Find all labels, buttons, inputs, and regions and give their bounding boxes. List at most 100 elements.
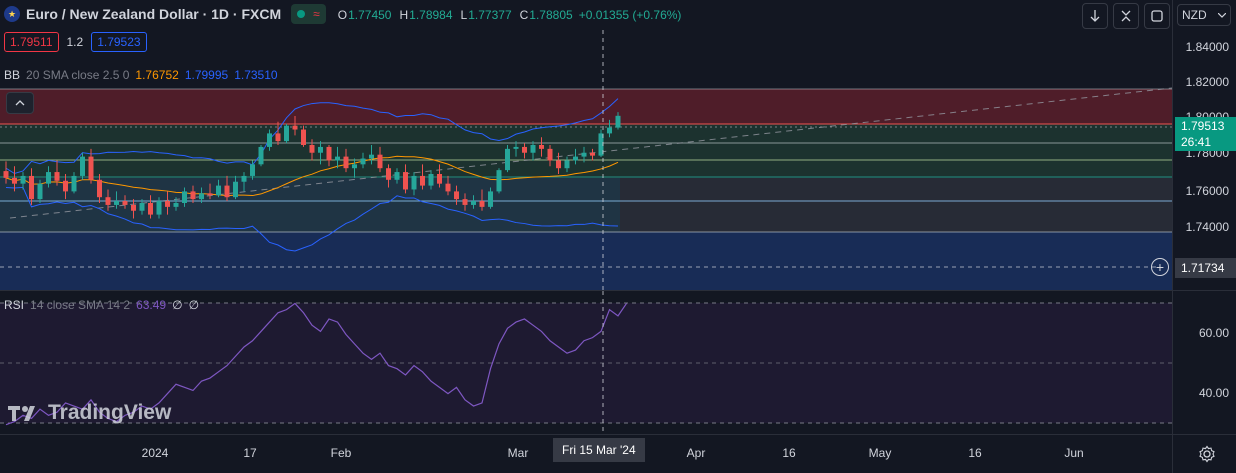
rsi-pane[interactable]: [0, 291, 1172, 434]
rsi-extra-2: ∅: [188, 298, 200, 312]
candle: [496, 168, 502, 194]
gear-icon[interactable]: [1198, 445, 1216, 463]
bb-upper-line: [5, 98, 619, 175]
rsi-value: 63.49: [136, 298, 167, 312]
candle: [241, 172, 247, 192]
ohlc-value: 1.77450: [348, 7, 392, 22]
bb-params: 20 SMA close 2.5 0: [26, 68, 130, 82]
candle: [105, 189, 111, 211]
bb-upper-value: 1.79995: [184, 68, 229, 82]
ohlc-value: 1.77377: [468, 7, 512, 22]
candle: [343, 148, 349, 173]
candle: [54, 160, 60, 186]
candle: [377, 146, 383, 173]
supply-zone-top: [0, 89, 1172, 124]
market-status-pill[interactable]: ≈: [291, 4, 326, 24]
buy-button[interactable]: 1.79523: [91, 32, 147, 52]
candle: [590, 148, 595, 161]
candle: [233, 175, 238, 200]
fullscreen-icon: [1151, 10, 1163, 22]
collapse-button[interactable]: [1113, 3, 1139, 29]
candle: [165, 191, 170, 215]
ohlc-value: 1.78984: [409, 7, 453, 22]
candle: [386, 164, 391, 188]
ohlc-key: H: [399, 7, 409, 22]
bb-legend[interactable]: BB 20 SMA close 2.5 0 1.76752 1.79995 1.…: [4, 68, 278, 82]
collapse-legend-button[interactable]: [6, 92, 34, 114]
sell-button[interactable]: 1.79511: [4, 32, 59, 52]
crosshair-price-tag: 1.71734: [1175, 258, 1236, 278]
price-tick: 1.84000: [1185, 40, 1229, 54]
candle: [37, 179, 43, 203]
candle: [216, 179, 221, 198]
chart-settings-corner[interactable]: [1172, 434, 1236, 473]
candle: [190, 185, 196, 203]
bb-basis-value: 1.76752: [135, 68, 179, 82]
fullscreen-button[interactable]: [1144, 3, 1170, 29]
time-axis[interactable]: 2024 17 Feb Mar Apr 16 May 16 Jun Fri 15…: [0, 434, 1172, 473]
chevron-up-icon: [15, 100, 25, 106]
ohlc-key: L: [460, 7, 468, 22]
price-tick: 1.82000: [1185, 75, 1229, 89]
candle: [530, 141, 536, 161]
price-tick: 1.76000: [1185, 184, 1229, 198]
chevron-down-icon: [1218, 12, 1226, 18]
candle: [131, 199, 136, 219]
candle: [462, 193, 468, 211]
time-tick: 16: [782, 446, 796, 460]
time-tick: May: [868, 446, 892, 460]
candles: [3, 112, 621, 219]
candle: [607, 119, 612, 138]
rsi-extra-1: ∅: [172, 298, 183, 312]
bb-lower-value: 1.73510: [234, 68, 278, 82]
price-chart[interactable]: [0, 0, 1172, 290]
rsi-tick: 60.00: [1198, 326, 1229, 340]
candle: [284, 123, 289, 144]
ohlc-key: C: [519, 7, 529, 22]
candle: [148, 195, 153, 219]
candle: [250, 160, 255, 180]
candle: [488, 187, 493, 209]
currency-select[interactable]: NZD: [1177, 4, 1231, 26]
add-alert-button[interactable]: +: [1151, 258, 1169, 276]
candle: [267, 129, 272, 151]
candle: [258, 145, 264, 167]
candle: [428, 170, 434, 190]
rsi-line: [5, 302, 627, 426]
candle: [309, 139, 315, 161]
candle: [539, 137, 544, 157]
candle: [352, 158, 357, 178]
horizontal-levels: [0, 88, 1172, 268]
market-open-icon: [297, 10, 306, 18]
pane-separator[interactable]: [0, 290, 1236, 291]
candle: [139, 199, 145, 215]
candle: [114, 191, 119, 209]
candle: [3, 161, 9, 184]
rsi-tick: 40.00: [1198, 386, 1229, 400]
candle: [199, 187, 204, 203]
price-axis[interactable]: NZD 1.84000 1.82000 1.80000 1.78000 1.76…: [1172, 0, 1236, 290]
download-button[interactable]: [1082, 3, 1108, 29]
tradingview-watermark: TradingView: [8, 401, 171, 425]
time-tick: 17: [243, 446, 257, 460]
rsi-legend[interactable]: RSI 14 close SMA 14 2 63.49 ∅ ∅: [4, 298, 199, 312]
symbol-title[interactable]: Euro / New Zealand Dollar · 1D · FXCM: [26, 6, 282, 22]
time-tick: Apr: [686, 446, 706, 460]
currency-label: NZD: [1182, 8, 1207, 22]
candle: [394, 168, 400, 184]
time-tick: Mar: [507, 446, 529, 460]
demand-zone-bottom: [0, 232, 1172, 290]
time-tick: Feb: [330, 446, 352, 460]
candle: [598, 129, 604, 157]
bb-name: BB: [4, 68, 21, 82]
candle: [292, 116, 298, 136]
rsi-axis[interactable]: 60.00 40.00: [1172, 291, 1236, 434]
candle: [411, 172, 417, 196]
symbol-legend: ★ Euro / New Zealand Dollar · 1D · FXCM …: [0, 4, 681, 24]
candle: [573, 148, 578, 165]
rsi-polyline: [5, 302, 627, 426]
candle: [275, 121, 281, 145]
candle: [46, 166, 51, 188]
eu-flag-icon: ★: [4, 6, 20, 22]
wave-icon: ≈: [313, 7, 320, 21]
